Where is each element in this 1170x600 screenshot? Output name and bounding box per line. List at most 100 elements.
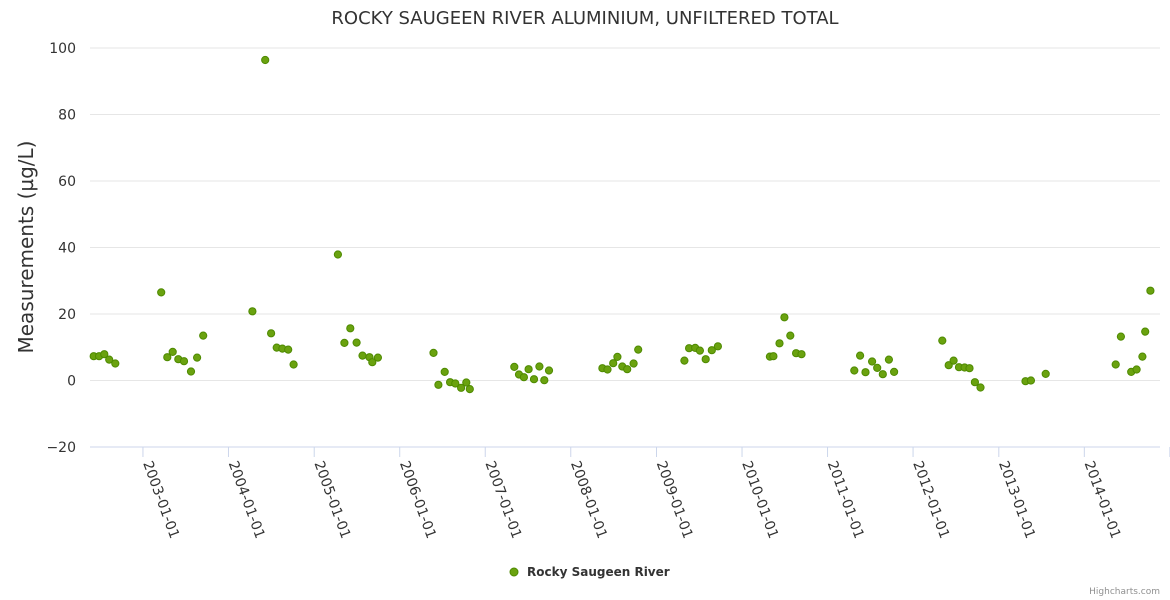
x-tick-label: 2003-01-01 — [139, 459, 182, 541]
data-point[interactable] — [970, 378, 980, 387]
data-point[interactable] — [713, 342, 723, 351]
data-point[interactable] — [289, 360, 298, 369]
data-point[interactable] — [623, 365, 632, 374]
data-point[interactable] — [535, 362, 544, 371]
data-point[interactable] — [519, 373, 529, 382]
data-point[interactable] — [856, 351, 865, 360]
data-point[interactable] — [451, 379, 460, 388]
data-point[interactable] — [429, 348, 438, 357]
data-point[interactable] — [544, 366, 554, 375]
data-point[interactable] — [609, 359, 618, 368]
data-point[interactable] — [603, 365, 612, 374]
data-point[interactable] — [510, 362, 519, 371]
data-point[interactable] — [340, 338, 349, 347]
data-point[interactable] — [186, 367, 196, 376]
data-point[interactable] — [701, 355, 710, 364]
y-tick-label: 20 — [58, 307, 76, 323]
data-point[interactable] — [457, 383, 466, 392]
data-point[interactable] — [629, 359, 638, 368]
data-point[interactable] — [861, 368, 870, 377]
data-point[interactable] — [1041, 369, 1050, 378]
data-point[interactable] — [248, 307, 257, 316]
data-point[interactable] — [524, 365, 533, 374]
data-point[interactable] — [100, 350, 109, 359]
data-point[interactable] — [634, 345, 643, 354]
data-point[interactable] — [890, 367, 899, 376]
data-point[interactable] — [179, 357, 189, 366]
data-point[interactable] — [368, 358, 377, 367]
data-point[interactable] — [199, 331, 208, 340]
y-axis-label: Measurements (µg/L) — [14, 141, 38, 354]
data-point[interactable] — [695, 346, 705, 355]
data-point[interactable] — [1116, 332, 1126, 341]
data-point[interactable] — [1111, 360, 1120, 369]
credits-link[interactable]: Highcharts.com — [1089, 587, 1160, 597]
y-tick-label: 0 — [67, 374, 76, 390]
y-tick-label: 80 — [58, 108, 76, 124]
x-tick-label: 2009-01-01 — [653, 459, 696, 541]
data-point[interactable] — [261, 55, 270, 65]
x-tick-label: 2013-01-01 — [995, 459, 1038, 541]
data-point[interactable] — [797, 350, 806, 359]
legend-marker — [509, 567, 519, 577]
data-point[interactable] — [193, 353, 202, 362]
data-point[interactable] — [440, 367, 449, 376]
x-tick-label: 2008-01-01 — [567, 459, 610, 541]
data-point[interactable] — [163, 353, 172, 362]
y-tick-label: 40 — [58, 241, 76, 257]
data-point[interactable] — [465, 385, 474, 394]
x-tick-label: 2005-01-01 — [310, 459, 353, 541]
x-tick-label: 2011-01-01 — [824, 459, 867, 541]
data-point[interactable] — [613, 352, 622, 361]
data-point[interactable] — [775, 339, 784, 348]
data-point[interactable] — [965, 364, 974, 373]
data-point[interactable] — [1138, 352, 1147, 361]
data-point[interactable] — [786, 331, 795, 340]
data-point[interactable] — [868, 357, 877, 366]
data-points — [89, 55, 1155, 394]
x-tick-label: 2014-01-01 — [1081, 459, 1124, 541]
data-point[interactable] — [873, 363, 882, 372]
data-point[interactable] — [707, 346, 716, 355]
data-point[interactable] — [529, 375, 539, 384]
data-point[interactable] — [1146, 286, 1155, 295]
data-point[interactable] — [1141, 327, 1150, 336]
data-point[interactable] — [938, 336, 947, 345]
data-point[interactable] — [884, 355, 894, 364]
data-point[interactable] — [1026, 376, 1036, 385]
gridlines — [90, 47, 1160, 381]
data-point[interactable] — [944, 361, 953, 370]
data-point[interactable] — [680, 356, 689, 365]
legend[interactable]: Rocky Saugeen River — [509, 565, 670, 579]
x-tick-label: 2012-01-01 — [909, 459, 952, 541]
data-point[interactable] — [434, 380, 443, 389]
data-point[interactable] — [267, 329, 276, 338]
y-tick-labels: −20 0 20 40 60 80 100 — [46, 41, 76, 456]
data-point[interactable] — [346, 324, 355, 333]
data-point[interactable] — [780, 313, 789, 322]
data-point[interactable] — [284, 345, 293, 354]
x-tick-label: 2007-01-01 — [481, 459, 524, 541]
y-tick-label: 60 — [58, 174, 76, 190]
data-point[interactable] — [352, 338, 361, 347]
data-point[interactable] — [373, 353, 382, 362]
data-point[interactable] — [850, 366, 859, 375]
data-point[interactable] — [358, 351, 367, 360]
data-point[interactable] — [157, 288, 166, 297]
x-tick-label: 2015-01-01 — [1166, 459, 1170, 541]
x-tick-label: 2010-01-01 — [738, 459, 781, 541]
data-point[interactable] — [333, 250, 342, 259]
data-point[interactable] — [540, 376, 549, 385]
data-point[interactable] — [878, 370, 887, 379]
data-point[interactable] — [168, 347, 177, 356]
data-point[interactable] — [111, 359, 120, 368]
data-point[interactable] — [976, 383, 985, 392]
data-point[interactable] — [105, 355, 114, 364]
data-point[interactable] — [769, 352, 778, 361]
legend-label[interactable]: Rocky Saugeen River — [527, 565, 670, 579]
x-tick-label: 2006-01-01 — [396, 459, 439, 541]
data-point[interactable] — [949, 356, 958, 365]
data-point[interactable] — [462, 378, 471, 387]
data-point[interactable] — [1132, 365, 1141, 374]
